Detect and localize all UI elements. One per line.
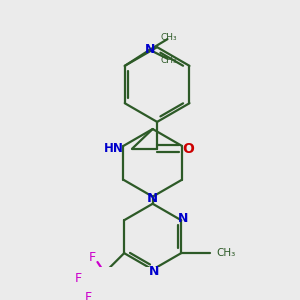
Text: CH₃: CH₃ — [161, 56, 178, 65]
Text: F: F — [74, 272, 82, 285]
Text: HN: HN — [103, 142, 123, 155]
Text: N: N — [145, 43, 155, 56]
Text: F: F — [85, 291, 92, 300]
Text: CH₃: CH₃ — [217, 248, 236, 258]
Text: N: N — [149, 265, 160, 278]
Text: N: N — [178, 212, 188, 225]
Text: F: F — [88, 251, 96, 264]
Text: N: N — [147, 192, 158, 205]
Text: CH₃: CH₃ — [161, 33, 178, 42]
Text: O: O — [182, 142, 194, 156]
